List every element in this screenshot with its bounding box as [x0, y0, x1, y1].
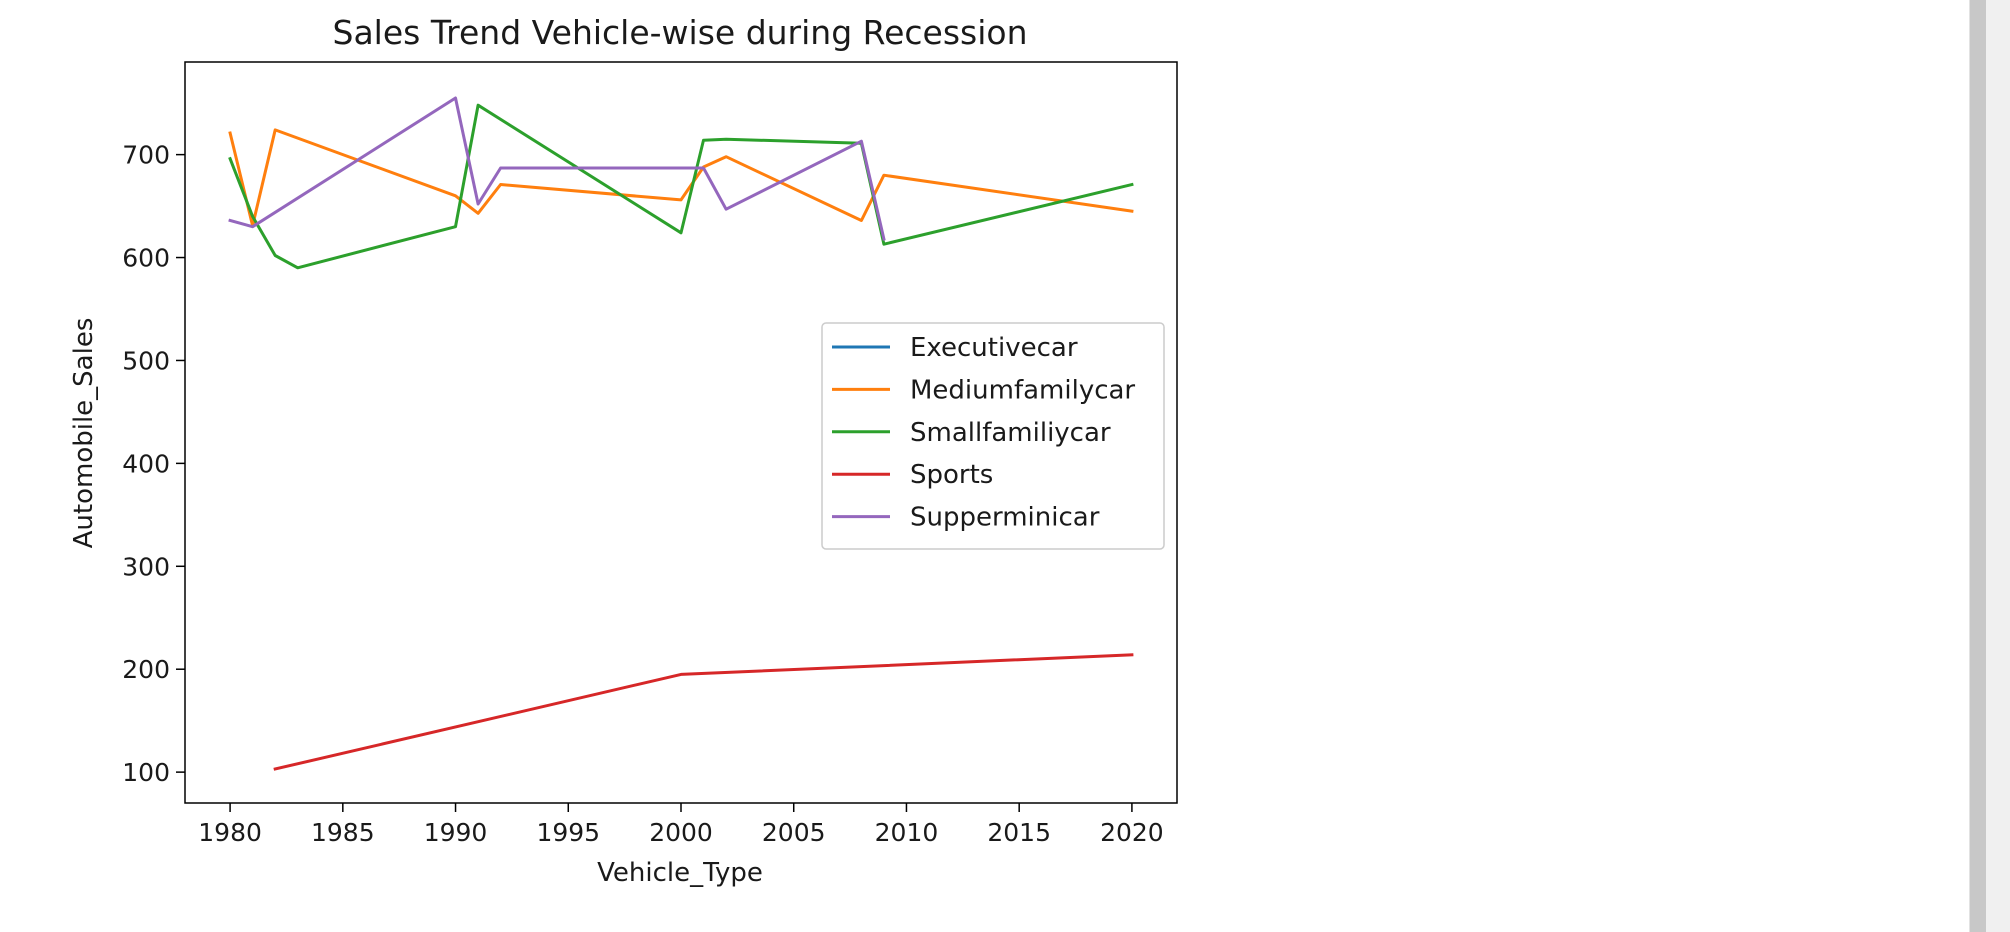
line-chart: Sales Trend Vehicle-wise during Recessio… — [69, 13, 1178, 888]
series-line-supperminicar — [228, 96, 886, 241]
series-line-sports — [273, 653, 1134, 771]
y-tick-label: 100 — [122, 758, 170, 787]
x-tick-label: 1990 — [424, 818, 488, 847]
legend: Executivecar Mediumfamilycar Smallfamiliyc… — [821, 322, 1165, 550]
y-tick-label: 500 — [122, 346, 170, 375]
x-tick-label: 2000 — [649, 818, 713, 847]
x-tick-label: 2015 — [987, 818, 1051, 847]
legend-label-supperminicar: Supperminicar — [910, 503, 1100, 533]
series-line-smallfamiliycar — [228, 103, 1134, 270]
y-axis: 100 200 300 400 500 600 700 — [122, 141, 185, 787]
y-tick-label: 300 — [122, 552, 170, 581]
y-tick-label: 400 — [122, 449, 170, 478]
x-axis: 1980 1985 1990 1995 2000 2005 2010 2015 2020 — [198, 803, 1164, 847]
chart-area: Sales Trend Vehicle-wise during Recessio… — [69, 0, 2010, 932]
y-tick-label: 700 — [122, 141, 170, 170]
series-line-mediumfamilycar — [228, 128, 1134, 228]
y-axis-label: Automobile_Sales — [69, 318, 99, 549]
legend-label-mediumfamilycar: Mediumfamilycar — [910, 375, 1135, 405]
legend-label-sports: Sports — [910, 460, 993, 490]
x-tick-label: 1995 — [536, 818, 600, 847]
vertical-scrollbar[interactable] — [1969, 0, 2010, 932]
legend-box — [821, 322, 1165, 550]
x-tick-label: 1985 — [311, 818, 375, 847]
x-tick-label: 2005 — [762, 818, 826, 847]
x-tick-label: 2010 — [875, 818, 939, 847]
x-axis-label: Vehicle_Type — [597, 858, 763, 888]
plot-layer — [228, 96, 1134, 771]
legend-label-executivecar: Executivecar — [910, 333, 1078, 363]
legend-label-smallfamiliycar: Smallfamiliycar — [910, 418, 1111, 448]
x-tick-label: 1980 — [198, 818, 262, 847]
scrollbar-thumb[interactable] — [1970, 0, 1986, 932]
y-tick-label: 600 — [122, 244, 170, 273]
y-tick-label: 200 — [122, 655, 170, 684]
x-tick-label: 2020 — [1100, 818, 1164, 847]
chart-title: Sales Trend Vehicle-wise during Recessio… — [333, 13, 1028, 52]
